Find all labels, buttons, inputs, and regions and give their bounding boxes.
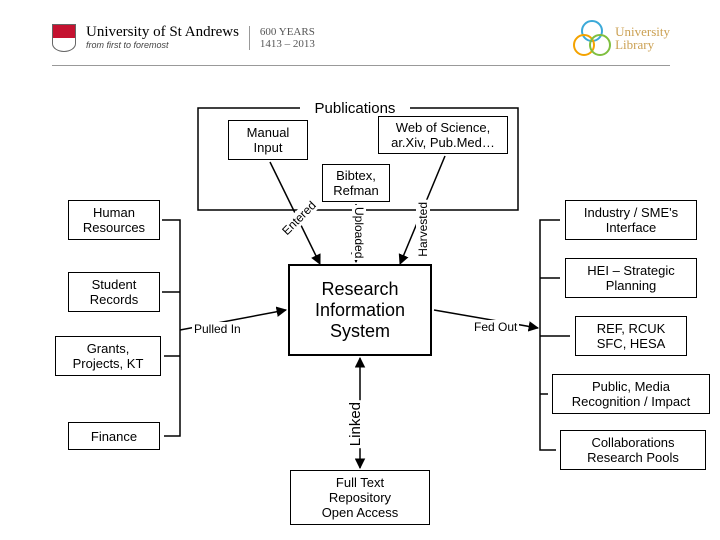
shield-icon <box>52 24 76 52</box>
node-finance: Finance <box>68 422 160 450</box>
node-collaborations: CollaborationsResearch Pools <box>560 430 706 470</box>
node-grants: Grants,Projects, KT <box>55 336 161 376</box>
library-text: University Library <box>615 25 670 51</box>
node-student-records: StudentRecords <box>68 272 160 312</box>
label-fed-out: Fed Out <box>472 320 519 334</box>
years-bottom: 1413 – 2013 <box>260 38 315 50</box>
node-human-resources: HumanResources <box>68 200 160 240</box>
publications-title: Publications <box>300 100 410 117</box>
header: University of St Andrews from first to f… <box>52 15 670 66</box>
university-text: University of St Andrews from first to f… <box>86 24 239 50</box>
label-pulled-in: Pulled In <box>192 322 243 336</box>
header-left: University of St Andrews from first to f… <box>52 24 315 52</box>
university-tagline: from first to foremost <box>86 41 239 51</box>
node-web-sources: Web of Science,ar.Xiv, Pub.Med… <box>378 116 508 154</box>
label-uploaded: Uploaded <box>352 205 366 260</box>
label-harvested: Harvested <box>416 200 430 259</box>
university-name: University of St Andrews <box>86 24 239 41</box>
node-repository: Full TextRepositoryOpen Access <box>290 470 430 525</box>
library-bottom: Library <box>615 38 670 51</box>
node-ref: REF, RCUKSFC, HESA <box>575 316 687 356</box>
node-public-media: Public, MediaRecognition / Impact <box>552 374 710 414</box>
node-manual-input: ManualInput <box>228 120 308 160</box>
library-rings-icon <box>573 20 609 56</box>
years-top: 600 YEARS <box>260 26 315 38</box>
years-block: 600 YEARS 1413 – 2013 <box>249 26 315 50</box>
label-entered: Entered <box>278 197 320 239</box>
header-right: University Library <box>573 20 670 56</box>
node-industry: Industry / SME'sInterface <box>565 200 697 240</box>
node-central: ResearchInformationSystem <box>288 264 432 356</box>
node-hei: HEI – StrategicPlanning <box>565 258 697 298</box>
label-linked: Linked <box>347 400 364 448</box>
node-bibtex: Bibtex,Refman <box>322 164 390 202</box>
library-top: University <box>615 25 670 38</box>
